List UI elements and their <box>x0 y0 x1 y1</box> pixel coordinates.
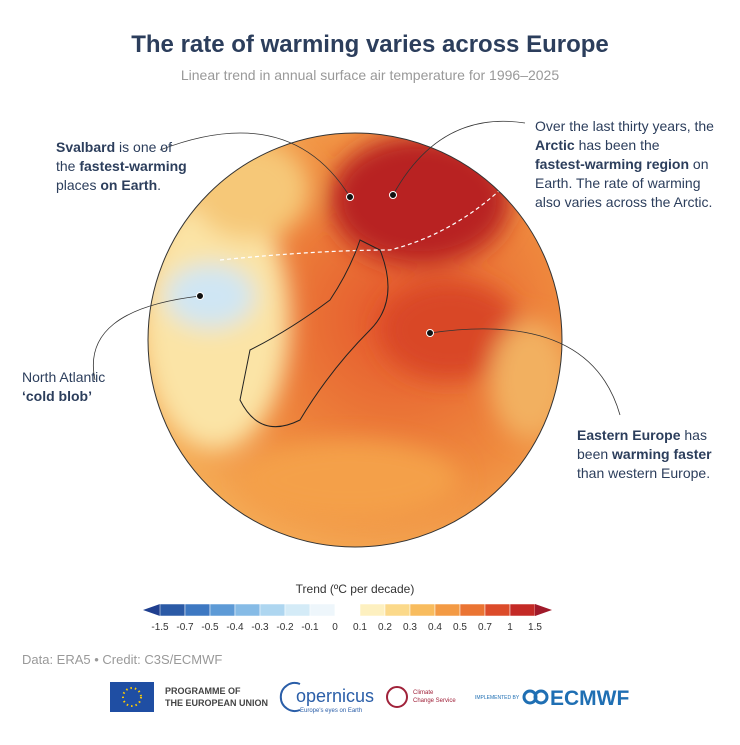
c3s-text: Change Service <box>413 698 456 704</box>
subtitle: Linear trend in annual surface air tempe… <box>181 67 559 83</box>
annotation-text: North Atlantic <box>22 369 105 385</box>
colorbar-segment <box>184 603 211 617</box>
colorbar-tick-label: 0.3 <box>403 622 417 633</box>
annotation-line: than western Europe. <box>577 465 710 481</box>
annotation-line: Eastern Europe has <box>577 427 707 443</box>
annotation-line: places on Earth. <box>56 177 161 193</box>
colorbar-tick-label: -0.2 <box>276 622 294 633</box>
colorbar-tick-label: -0.4 <box>226 622 244 633</box>
colorbar-tick-label: 0 <box>332 622 338 633</box>
eu-text: PROGRAMME OF <box>165 686 241 696</box>
annotation-line: fastest-warming region on <box>535 156 709 172</box>
colorbar-extend-high <box>535 604 552 616</box>
colorbar-segment <box>159 603 186 617</box>
annotation-text: on <box>689 156 708 172</box>
annotation-text: fastest-warming region <box>535 156 689 172</box>
colorbar-tick-label: -0.7 <box>176 622 194 633</box>
annotation-line: Earth. The rate of warming <box>535 175 700 191</box>
colorbar-tick-label: -0.5 <box>201 622 219 633</box>
colorbar-tick-label: 0.1 <box>353 622 367 633</box>
globe-outline <box>147 132 563 548</box>
annotation-text: Earth. The rate of warming <box>535 175 700 191</box>
colorbar-segment <box>334 603 361 617</box>
annotation-text: Svalbard <box>56 139 115 155</box>
colorbar-segment <box>309 603 336 617</box>
colorbar-tick-label: -1.5 <box>151 622 169 633</box>
copernicus-tagline: Europe's eyes on Earth <box>300 708 362 714</box>
colorbar-segment <box>409 603 436 617</box>
colorbar-segment <box>284 603 311 617</box>
leader-lines <box>93 120 621 416</box>
colorbar-segment <box>509 603 536 617</box>
annotation-line: Arctic has been the <box>535 137 660 153</box>
colorbar-segment <box>359 603 386 617</box>
colorbar-segment <box>209 603 236 617</box>
colorbar-label: Trend (ºC per decade) <box>296 582 415 596</box>
annotation-text: been <box>577 446 612 462</box>
annotation-text: warming faster <box>611 446 712 462</box>
annotation-text: on Earth <box>100 177 157 193</box>
annotation-line: ‘cold blob’ <box>22 388 92 404</box>
colorbar-tick-label: 1.5 <box>528 622 542 633</box>
annotation-text: is one of <box>115 139 172 155</box>
copernicus: opernicus <box>296 686 374 706</box>
colorbar-segment <box>234 603 261 617</box>
logos: PROGRAMME OF THE EUROPEAN UNION opernicu… <box>110 682 629 714</box>
colorbar-tick-label: -0.1 <box>301 622 319 633</box>
annotation-line: the fastest-warming <box>56 158 187 174</box>
annotation-text: than western Europe. <box>577 465 710 481</box>
annotation-line: Svalbard is one of <box>56 139 172 155</box>
colorbar-segment <box>259 603 286 617</box>
colorbar: -1.5 -0.7 -0.5 -0.4 -0.3 -0.2 -0.1 0 0.1 0.2 0.3 0.… <box>143 603 552 633</box>
annotation-line: also varies across the Arctic. <box>535 194 712 210</box>
annotation-text: . <box>157 177 161 193</box>
annotation-line: North Atlantic <box>22 369 105 385</box>
annotation-text: Arctic <box>535 137 575 153</box>
colorbar-tick-label: 0.2 <box>378 622 392 633</box>
colorbar-tick-label: 0.7 <box>478 622 492 633</box>
colorbar-tick-label: -0.3 <box>251 622 269 633</box>
colorbar-extend-low <box>143 604 160 616</box>
colorbar-segment <box>384 603 411 617</box>
annotation-text: places <box>56 177 100 193</box>
colorbar-tick-label: 0.5 <box>453 622 467 633</box>
markers <box>196 191 434 337</box>
eu-text: THE EUROPEAN UNION <box>165 698 268 708</box>
annotation-line: Over the last thirty years, the <box>535 118 714 134</box>
ecmwf: ECMWF <box>550 687 629 710</box>
annotation-text: also varies across the Arctic. <box>535 194 712 210</box>
annotation-text: the <box>56 158 79 174</box>
colorbar-tick-label: 0.4 <box>428 622 442 633</box>
annotation-line: been warming faster <box>577 446 712 462</box>
c3s-text: Climate <box>413 690 434 696</box>
colorbar-tick-label: 1 <box>507 622 513 633</box>
annotation-text: Eastern Europe <box>577 427 681 443</box>
annotation-text: has <box>680 427 706 443</box>
title: The rate of warming varies across Europe <box>131 31 609 58</box>
annotation-text: Over the last thirty years, the <box>535 118 714 134</box>
implemented-by: IMPLEMENTED BY <box>475 695 520 701</box>
colorbar-segment <box>484 603 511 617</box>
annotations: Svalbard is one of the fastest-warming pla… <box>22 118 714 481</box>
credit: Data: ERA5 • Credit: C3S/ECMWF <box>22 652 222 667</box>
annotation-text: fastest-warming <box>79 158 186 174</box>
annotation-text: has been the <box>575 137 660 153</box>
map <box>148 133 562 547</box>
annotation-text: ‘cold blob’ <box>22 388 92 404</box>
colorbar-segment <box>434 603 461 617</box>
colorbar-segment <box>459 603 486 617</box>
